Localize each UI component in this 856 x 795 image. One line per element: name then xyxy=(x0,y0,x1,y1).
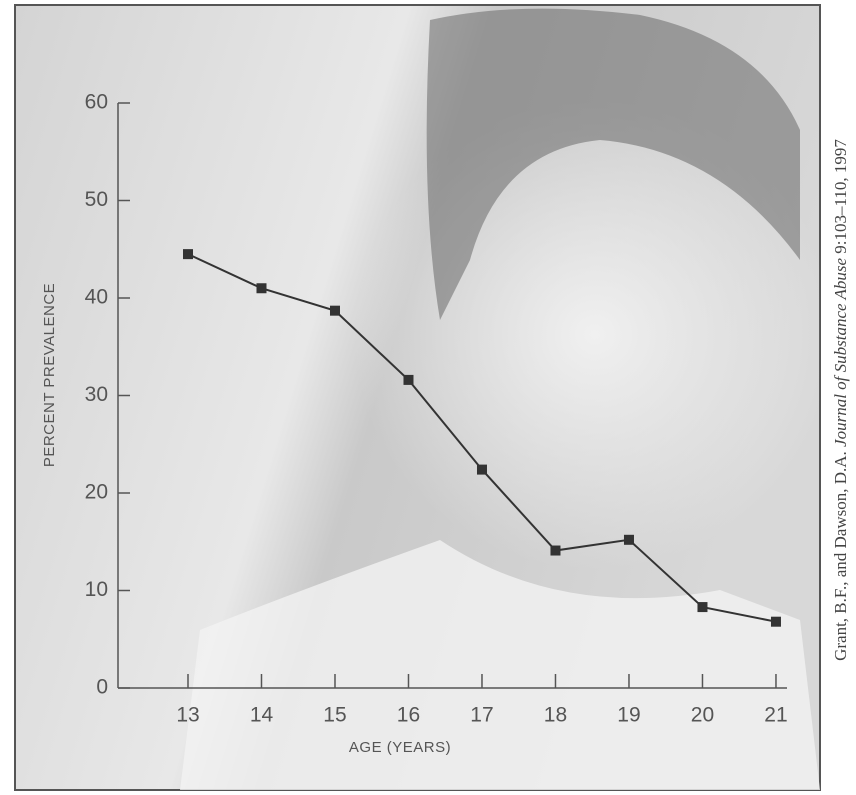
y-tick-label: 50 xyxy=(85,188,108,211)
x-tick-label: 16 xyxy=(397,704,420,727)
source-authors: Grant, B.F., and Dawson, D.A. xyxy=(831,451,850,661)
y-tick-label: 30 xyxy=(85,383,108,406)
data-point xyxy=(183,249,193,259)
data-point xyxy=(477,465,487,475)
data-point xyxy=(771,617,781,627)
x-tick-label: 13 xyxy=(176,704,199,727)
x-tick-label: 20 xyxy=(691,704,714,727)
y-tick-label: 40 xyxy=(85,286,108,309)
chart: PERCENT PREVALENCE AGE (YEARS) Grant, B.… xyxy=(0,0,856,795)
x-tick-label: 18 xyxy=(544,704,567,727)
x-tick-label: 15 xyxy=(323,704,346,727)
y-axis-label: PERCENT PREVALENCE xyxy=(41,283,58,467)
data-point xyxy=(403,375,413,385)
y-tick-label: 0 xyxy=(96,676,108,699)
source-journal: Journal of Substance Abuse xyxy=(831,257,850,446)
source-citation: Grant, B.F., and Dawson, D.A. Journal of… xyxy=(831,139,850,661)
x-tick-label: 21 xyxy=(764,704,787,727)
data-point xyxy=(550,546,560,556)
x-tick-label: 19 xyxy=(617,704,640,727)
page: PERCENT PREVALENCE AGE (YEARS) Grant, B.… xyxy=(0,0,856,795)
data-point xyxy=(624,535,634,545)
data-point xyxy=(697,602,707,612)
source-details: 9:103–110, 1997 xyxy=(831,139,850,254)
y-tick-label: 60 xyxy=(85,91,108,114)
x-tick-label: 14 xyxy=(250,704,274,727)
y-tick-label: 20 xyxy=(85,481,108,504)
y-tick-label: 10 xyxy=(85,578,108,601)
data-point xyxy=(330,306,340,316)
x-tick-label: 17 xyxy=(470,704,493,727)
data-point xyxy=(256,283,266,293)
x-axis-label: AGE (YEARS) xyxy=(349,739,451,756)
